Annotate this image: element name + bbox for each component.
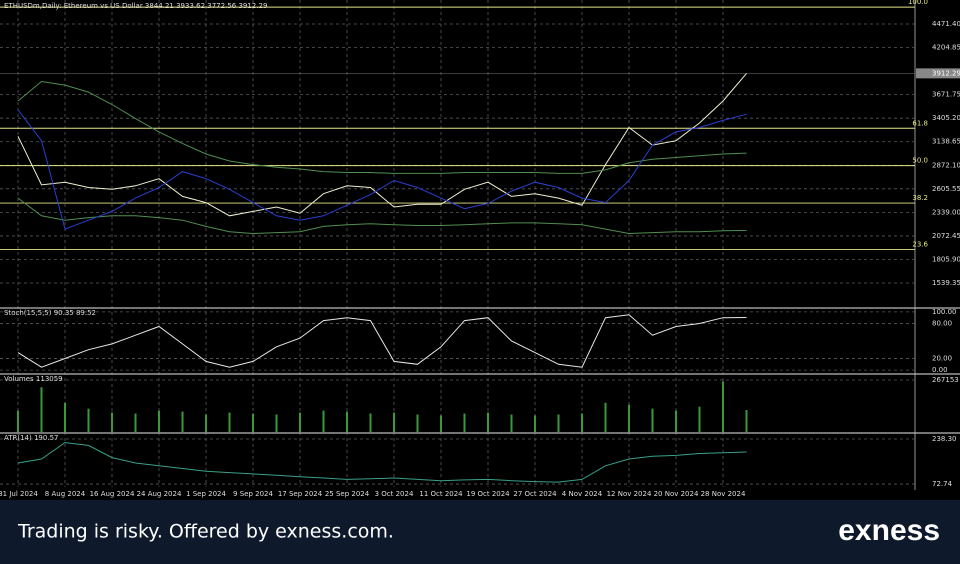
panel-title: Stoch(15,5,5) 90.35 89.52 bbox=[4, 309, 96, 317]
volume-bar bbox=[581, 413, 583, 432]
fib-label: 100.0 bbox=[908, 0, 928, 6]
price-tag bbox=[916, 68, 960, 79]
brand-logo: exness bbox=[838, 514, 940, 547]
y-tick-label: 3671.75 bbox=[932, 91, 960, 99]
volume-bar bbox=[64, 402, 66, 432]
series-line bbox=[17, 314, 747, 368]
panel-title: ATR(14) 190.57 bbox=[4, 434, 58, 442]
y-tick-label: 267153 bbox=[932, 376, 959, 384]
y-tick-label: 0.00 bbox=[932, 366, 948, 374]
y-tick-label: 4204.85 bbox=[932, 44, 960, 52]
volume-bar bbox=[322, 410, 325, 432]
background bbox=[0, 0, 960, 500]
y-tick-label: 2605.55 bbox=[932, 185, 960, 193]
x-tick-label: 11 Oct 2024 bbox=[419, 490, 463, 498]
volume-bar bbox=[228, 412, 231, 432]
y-tick-label: 2872.10 bbox=[932, 161, 960, 169]
footer-bar bbox=[0, 500, 960, 564]
volume-bar bbox=[17, 410, 19, 432]
y-tick-label: 2339.00 bbox=[932, 208, 960, 216]
y-tick-label: 72.74 bbox=[932, 480, 953, 488]
x-tick-label: 28 Nov 2024 bbox=[701, 490, 746, 498]
y-tick-label: 1805.90 bbox=[932, 255, 960, 263]
y-tick-label: 1539.35 bbox=[932, 279, 960, 287]
x-tick-label: 27 Oct 2024 bbox=[513, 490, 557, 498]
volume-bar bbox=[275, 414, 278, 432]
volume-bar bbox=[369, 413, 372, 432]
volume-bar bbox=[252, 413, 254, 432]
x-tick-label: 1 Sep 2024 bbox=[186, 490, 226, 498]
fib-label: 61.8 bbox=[912, 119, 928, 127]
volume-bar bbox=[463, 413, 466, 432]
x-tick-label: 17 Sep 2024 bbox=[278, 490, 323, 498]
y-tick-label: 4471.40 bbox=[932, 20, 960, 28]
volume-bar bbox=[675, 410, 677, 432]
volume-bar bbox=[745, 410, 748, 432]
volume-bar bbox=[416, 414, 419, 432]
volume-bar bbox=[722, 381, 724, 432]
volume-bar bbox=[87, 408, 90, 432]
x-tick-label: 12 Nov 2024 bbox=[607, 490, 652, 498]
series-line bbox=[17, 109, 747, 230]
x-tick-label: 9 Sep 2024 bbox=[233, 490, 273, 498]
fib-label: 23.6 bbox=[912, 240, 928, 248]
series-line bbox=[17, 80, 747, 174]
volume-bar bbox=[111, 412, 113, 432]
series-line bbox=[17, 197, 747, 235]
fib-label: 38.2 bbox=[912, 194, 928, 202]
volume-bar bbox=[698, 406, 701, 432]
y-tick-label: 3138.65 bbox=[932, 138, 960, 146]
x-tick-label: 19 Oct 2024 bbox=[466, 490, 510, 498]
y-tick-label: 238.30 bbox=[932, 435, 957, 443]
panel-title: ETHUSDm,Daily: Ethereum vs US Dollar 384… bbox=[4, 2, 267, 10]
x-tick-label: 24 Aug 2024 bbox=[137, 490, 182, 498]
volume-bar bbox=[158, 410, 160, 432]
panel-title: Volumes 113059 bbox=[4, 375, 63, 383]
volume-bar bbox=[346, 411, 348, 432]
x-tick-label: 8 Aug 2024 bbox=[45, 490, 86, 498]
y-tick-label: 100.00 bbox=[932, 308, 957, 316]
volume-bar bbox=[604, 402, 607, 432]
volume-bar bbox=[628, 404, 630, 432]
volume-bar bbox=[534, 415, 536, 432]
volume-bar bbox=[205, 414, 207, 432]
x-tick-label: 4 Nov 2024 bbox=[562, 490, 603, 498]
volume-bar bbox=[134, 413, 137, 432]
volume-bar bbox=[299, 412, 301, 432]
y-tick-label: 20.00 bbox=[932, 354, 952, 362]
volume-bar bbox=[40, 387, 43, 432]
volume-bar bbox=[487, 412, 489, 432]
disclaimer: Trading is risky. Offered by exness.com. bbox=[17, 521, 394, 543]
y-tick-label: 80.00 bbox=[932, 320, 952, 328]
y-tick-label: 2072.45 bbox=[932, 232, 960, 240]
volume-bar bbox=[181, 411, 184, 432]
volume-bar bbox=[557, 414, 560, 432]
x-tick-label: 20 Nov 2024 bbox=[654, 490, 699, 498]
series-line bbox=[17, 73, 747, 217]
x-tick-label: 25 Sep 2024 bbox=[325, 490, 370, 498]
x-tick-label: 31 Jul 2024 bbox=[0, 490, 38, 498]
volume-bar bbox=[651, 408, 654, 432]
volume-bar bbox=[393, 412, 395, 432]
price-tag-label: 3912.29 bbox=[932, 69, 960, 77]
volume-bar bbox=[440, 415, 442, 432]
x-tick-label: 3 Oct 2024 bbox=[375, 490, 414, 498]
series-line bbox=[17, 442, 747, 483]
fib-label: 50.0 bbox=[912, 157, 928, 165]
y-tick-label: 3405.20 bbox=[932, 114, 960, 122]
volume-bar bbox=[510, 414, 513, 432]
x-tick-label: 16 Aug 2024 bbox=[90, 490, 135, 498]
